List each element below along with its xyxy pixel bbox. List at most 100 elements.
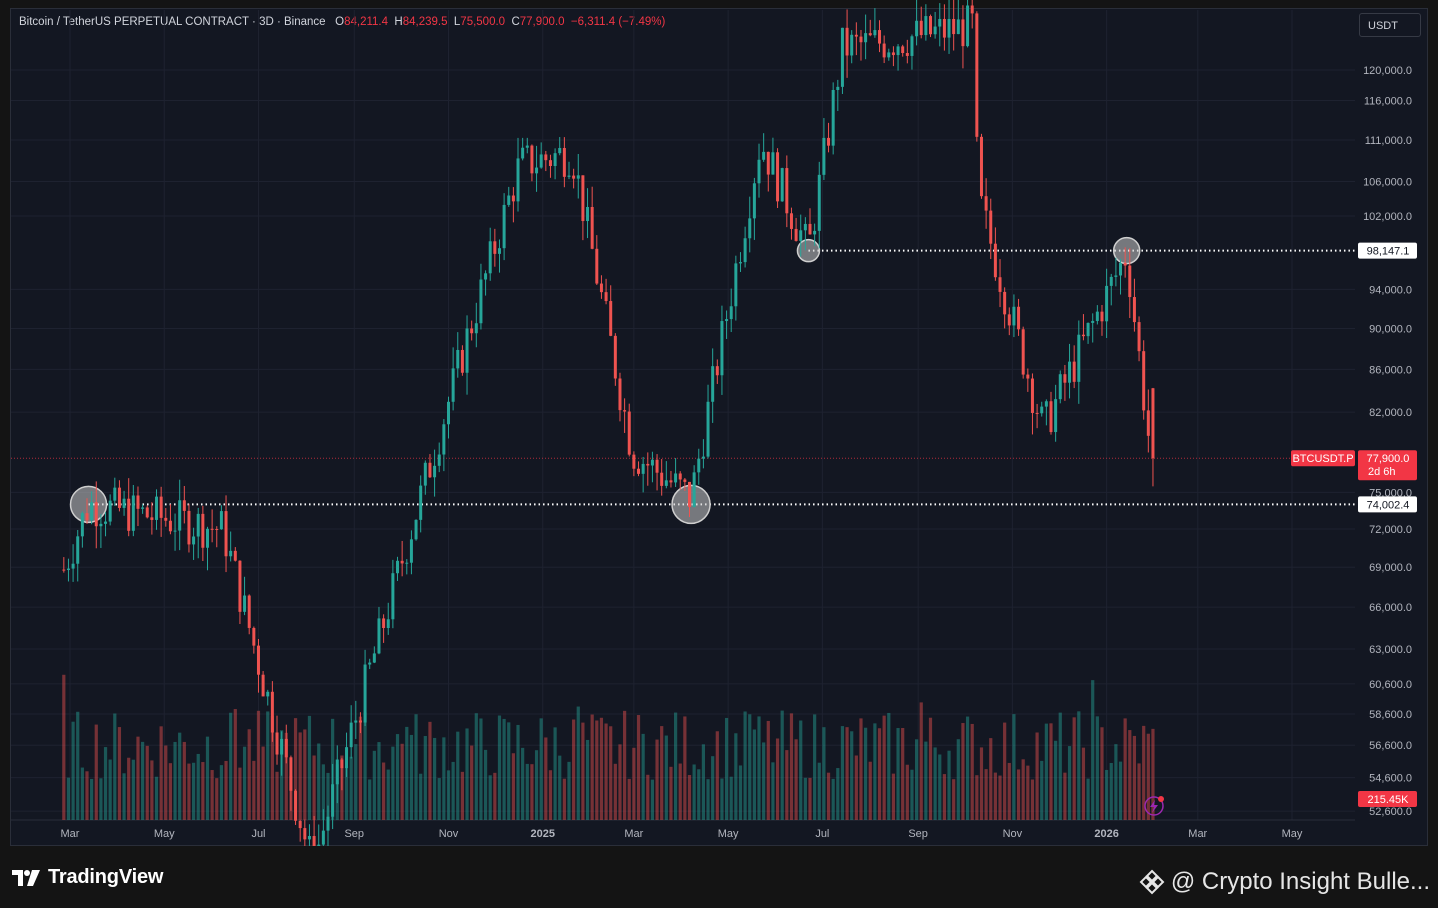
candle-body: [127, 498, 131, 531]
volume-bar: [938, 754, 942, 820]
x-tick-label: Sep: [344, 828, 364, 840]
candle-body: [859, 36, 863, 43]
candle-body: [808, 223, 812, 235]
candle-body: [521, 147, 525, 159]
volume-bar: [534, 750, 539, 820]
volume-bar: [910, 769, 914, 820]
candle-body: [544, 154, 548, 161]
volume-bar: [993, 772, 997, 820]
candle-body: [428, 462, 432, 478]
y-tick-label: 54,600.0: [1369, 773, 1412, 785]
y-tick-label: 106,000.0: [1363, 176, 1412, 188]
candle-body: [1026, 374, 1030, 379]
volume-bar: [141, 741, 145, 820]
volume-bar: [567, 761, 571, 820]
volume-bar: [511, 753, 515, 820]
volume-bar: [748, 714, 752, 820]
volume-bar: [1091, 680, 1095, 820]
candle-body: [94, 502, 98, 527]
volume-bar: [344, 766, 349, 820]
volume-bar: [604, 723, 608, 820]
candle-body: [1105, 285, 1109, 322]
volume-bar: [581, 722, 585, 820]
volume-bar: [521, 747, 525, 820]
candle-body: [873, 30, 877, 36]
candle-body: [748, 218, 752, 239]
chart-panel[interactable]: Bitcoin / TetherUS PERPETUAL CONTRACT · …: [10, 8, 1428, 846]
y-tick-label: 86,000.0: [1369, 364, 1412, 376]
candle-body: [335, 759, 339, 785]
open-label: O: [335, 16, 345, 28]
candle-body: [150, 517, 154, 520]
candlestick-chart[interactable]: 120,000.0 116,000.0 111,000.0 106,000.0 102,…: [0, 0, 1438, 846]
x-tick-label: 2026: [1094, 828, 1118, 840]
volume-bar: [372, 750, 376, 820]
candle-body: [317, 844, 321, 846]
candle-body: [613, 335, 617, 379]
symbol-title[interactable]: Bitcoin / TetherUS PERPETUAL CONTRACT · …: [19, 16, 326, 28]
candle-body: [734, 263, 738, 307]
change-value: −6,311.4 (−7.49%): [570, 16, 666, 28]
volume-bar: [562, 778, 566, 820]
candle-body: [275, 732, 279, 755]
volume-bar: [483, 749, 488, 820]
volume-bar: [405, 726, 409, 820]
candle-body: [1058, 374, 1062, 400]
candle-body: [386, 619, 390, 629]
volume-bar: [1095, 716, 1099, 820]
volume-tag: [1358, 791, 1417, 807]
volume-bar: [428, 721, 432, 820]
volume-bar: [683, 716, 687, 820]
candle-body: [303, 828, 307, 840]
candle-body: [284, 738, 288, 758]
volume-bar: [414, 714, 418, 820]
candle-body: [233, 550, 237, 561]
volume-bar: [1151, 728, 1155, 820]
candle-body: [280, 738, 284, 755]
high-label: H: [394, 16, 403, 28]
notification-dot: [1158, 796, 1164, 802]
volume-bar: [1109, 762, 1113, 820]
candle-body: [738, 262, 742, 264]
candle-body: [590, 206, 594, 249]
candle-body: [456, 349, 460, 369]
volume-bar: [720, 778, 724, 820]
lightning-icon: [1144, 796, 1164, 816]
candle-body: [827, 137, 831, 146]
candle-body: [553, 153, 557, 167]
volume-bar: [71, 721, 75, 820]
y-tick-label: 63,000.0: [1369, 644, 1412, 656]
volume-bar: [646, 774, 650, 820]
candle-body: [715, 366, 719, 376]
volume-bar: [882, 715, 886, 820]
y-tick-label: 90,000.0: [1369, 323, 1412, 335]
volume-bar: [618, 744, 622, 820]
price-tag-text: 77,900.0: [1367, 453, 1410, 465]
volume-bar: [1128, 730, 1132, 820]
volume-bar: [896, 728, 900, 820]
candle-body: [358, 720, 362, 723]
candle-body: [595, 248, 599, 284]
tradingview-logo[interactable]: TradingView: [12, 866, 163, 889]
currency-button[interactable]: USDT: [1359, 13, 1421, 37]
volume-bar: [590, 714, 594, 820]
candle-body: [298, 820, 302, 829]
candle-body: [975, 13, 979, 137]
candle-body: [627, 411, 631, 455]
candle-body: [729, 306, 733, 320]
volume-bar: [150, 760, 154, 820]
candle-body: [484, 273, 488, 280]
candle-body: [243, 595, 247, 612]
close-label: C: [511, 16, 520, 28]
volume-bar: [164, 745, 168, 820]
candle-body: [919, 20, 923, 36]
candle-body: [1030, 378, 1034, 413]
volume-bar: [664, 735, 668, 820]
countdown-text: 2d 6h: [1368, 466, 1396, 478]
candle-body: [725, 319, 729, 322]
candle-body: [864, 33, 868, 43]
candle-body: [817, 174, 821, 231]
volume-bar: [789, 713, 794, 820]
candle-body: [1054, 399, 1058, 433]
candle-body: [372, 653, 376, 663]
